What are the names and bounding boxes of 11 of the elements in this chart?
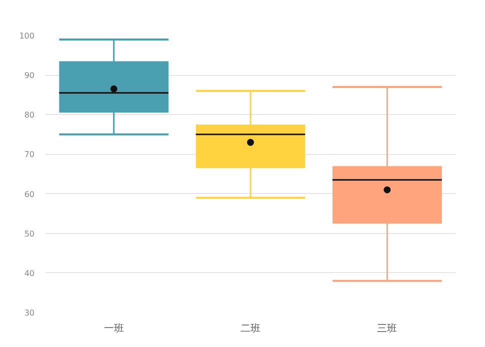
y-tick-label: 30 [24,308,35,318]
y-tick-label: 100 [19,32,35,40]
y-tick-label: 70 [24,150,35,160]
x-tick-label: 一班 [104,322,124,334]
y-tick-label: 50 [24,229,35,238]
y-tick-label: 60 [24,190,35,199]
y-tick-label: 90 [24,71,35,80]
y-tick-label: 40 [24,268,35,278]
x-tick-label: 二班 [240,322,260,334]
x-tick-label: 三班 [377,322,398,334]
y-tick-label: 80 [24,110,35,120]
